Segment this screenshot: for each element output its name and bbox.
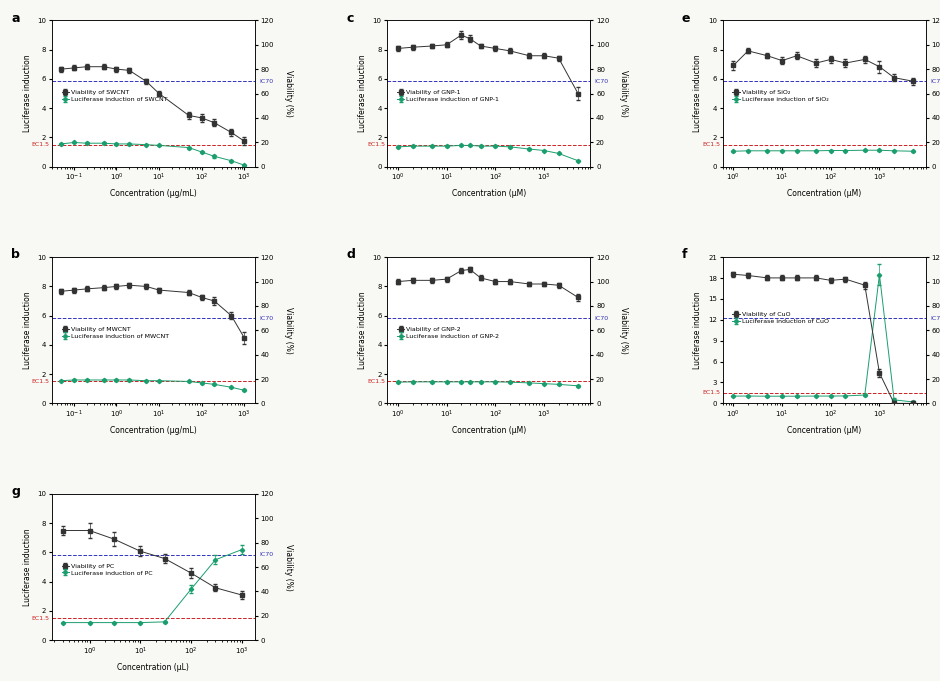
Text: g: g bbox=[11, 485, 20, 498]
Y-axis label: Luciferase induction: Luciferase induction bbox=[694, 54, 702, 132]
Text: EC1.5: EC1.5 bbox=[32, 142, 50, 147]
Y-axis label: Luciferase induction: Luciferase induction bbox=[694, 291, 702, 369]
Text: EC1.5: EC1.5 bbox=[32, 616, 50, 620]
X-axis label: Concentration (μM): Concentration (μM) bbox=[787, 426, 861, 434]
X-axis label: Concentration (μg/mL): Concentration (μg/mL) bbox=[110, 189, 196, 198]
Y-axis label: Luciferase induction: Luciferase induction bbox=[23, 291, 32, 369]
Legend: Viability of PC, Luciferase induction of PC: Viability of PC, Luciferase induction of… bbox=[61, 563, 153, 576]
X-axis label: Concentration (μg/mL): Concentration (μg/mL) bbox=[110, 426, 196, 434]
Text: EC1.5: EC1.5 bbox=[368, 379, 385, 384]
Y-axis label: Luciferase induction: Luciferase induction bbox=[23, 528, 32, 606]
X-axis label: Concentration (μM): Concentration (μM) bbox=[452, 189, 525, 198]
Text: IC70: IC70 bbox=[259, 79, 274, 84]
Legend: Viability of GNP-2, Luciferase induction of GNP-2: Viability of GNP-2, Luciferase induction… bbox=[397, 326, 500, 339]
Text: EC1.5: EC1.5 bbox=[702, 142, 721, 147]
Text: IC70: IC70 bbox=[594, 79, 608, 84]
X-axis label: Concentration (μM): Concentration (μM) bbox=[452, 426, 525, 434]
Text: f: f bbox=[682, 249, 687, 262]
Text: IC70: IC70 bbox=[930, 315, 940, 321]
Y-axis label: Viability (%): Viability (%) bbox=[284, 307, 292, 353]
Legend: Viability of SWCNT, Luciferase induction of SWCNT: Viability of SWCNT, Luciferase induction… bbox=[61, 89, 168, 103]
Text: EC1.5: EC1.5 bbox=[702, 390, 721, 396]
X-axis label: Concentration (μL): Concentration (μL) bbox=[118, 663, 189, 671]
Text: e: e bbox=[682, 12, 691, 25]
Y-axis label: Viability (%): Viability (%) bbox=[619, 70, 628, 117]
Y-axis label: Luciferase induction: Luciferase induction bbox=[358, 291, 367, 369]
X-axis label: Concentration (μM): Concentration (μM) bbox=[787, 189, 861, 198]
Text: d: d bbox=[347, 249, 355, 262]
Y-axis label: Viability (%): Viability (%) bbox=[284, 543, 292, 590]
Text: EC1.5: EC1.5 bbox=[368, 142, 385, 147]
Y-axis label: Viability (%): Viability (%) bbox=[284, 70, 292, 117]
Y-axis label: Viability (%): Viability (%) bbox=[619, 307, 628, 353]
Text: c: c bbox=[347, 12, 353, 25]
Text: IC70: IC70 bbox=[594, 316, 608, 321]
Y-axis label: Luciferase induction: Luciferase induction bbox=[23, 54, 32, 132]
Text: b: b bbox=[11, 249, 20, 262]
Legend: Viability of SiO₂, Luciferase induction of SiO₂: Viability of SiO₂, Luciferase induction … bbox=[732, 89, 829, 103]
Text: IC70: IC70 bbox=[930, 79, 940, 84]
Legend: Viability of GNP-1, Luciferase induction of GNP-1: Viability of GNP-1, Luciferase induction… bbox=[397, 89, 500, 103]
Text: IC70: IC70 bbox=[259, 552, 274, 558]
Legend: Viability of MWCNT, Luciferase induction of MWCNT: Viability of MWCNT, Luciferase induction… bbox=[61, 326, 170, 339]
Text: a: a bbox=[11, 12, 20, 25]
Text: EC1.5: EC1.5 bbox=[32, 379, 50, 384]
Y-axis label: Luciferase induction: Luciferase induction bbox=[358, 54, 367, 132]
Legend: Viability of CuO, Luciferase induction of CuO: Viability of CuO, Luciferase induction o… bbox=[732, 311, 829, 325]
Text: IC70: IC70 bbox=[259, 316, 274, 321]
